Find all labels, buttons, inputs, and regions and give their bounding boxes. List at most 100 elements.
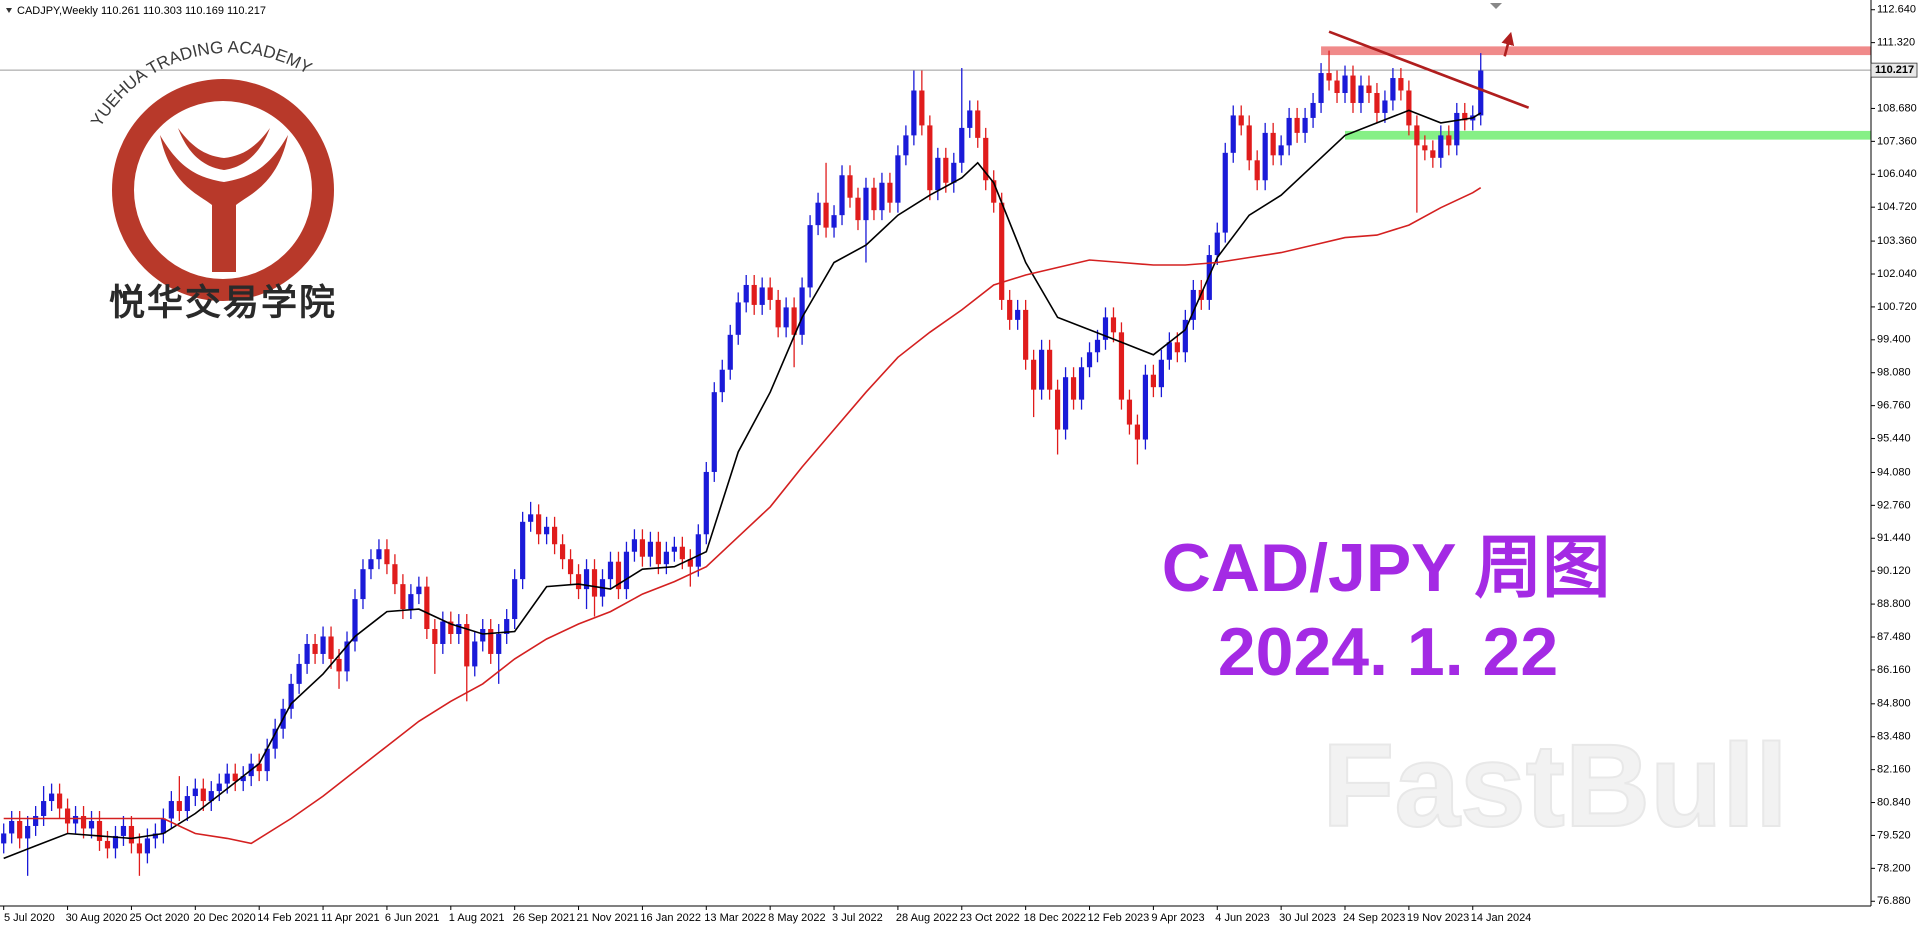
candle-body (528, 514, 534, 522)
candle-body (983, 137, 989, 181)
y-tick-label: 87.480 (1877, 631, 1911, 643)
price-label-box (1870, 62, 1918, 78)
candle-body (919, 90, 925, 126)
x-tick-label: 18 Dec 2022 (1024, 912, 1086, 924)
candle-body (1174, 342, 1180, 353)
candle-body (1150, 374, 1156, 388)
candle-body (1062, 377, 1069, 430)
x-tick-label: 28 Aug 2022 (896, 912, 958, 924)
candle-body (879, 182, 885, 211)
x-tick-label: 23 Oct 2022 (960, 912, 1020, 924)
y-tick-label: 86.160 (1877, 664, 1911, 676)
candle-body (408, 594, 414, 610)
y-tick-label: 98.080 (1877, 367, 1911, 379)
candle-body (1015, 309, 1021, 320)
candle-body (224, 773, 230, 784)
candle-body (967, 110, 973, 128)
candle-body (871, 187, 877, 211)
caption-date: 2024. 1. 22 (1218, 614, 1558, 690)
candle-body (152, 833, 158, 839)
candle-body (488, 629, 494, 654)
candle-body (1134, 424, 1141, 440)
candle-body (567, 559, 574, 575)
candle-body (384, 549, 390, 565)
candle-body (1310, 102, 1316, 118)
candle-body (368, 559, 374, 570)
candle-body (663, 551, 669, 565)
candle-body (1462, 112, 1468, 121)
candle-body (25, 825, 31, 839)
x-tick-label: 5 Jul 2020 (4, 912, 55, 924)
candle-body (1278, 145, 1284, 156)
candle-body (1398, 78, 1404, 91)
candle-body (184, 796, 190, 812)
y-tick-label: 82.160 (1877, 764, 1911, 776)
moving-average (3, 187, 1482, 845)
candle-body (607, 561, 614, 580)
candle-body (1054, 389, 1061, 430)
candle-body (975, 110, 981, 138)
candle-body (208, 791, 214, 802)
logo-mark (178, 128, 270, 170)
candle-body (296, 663, 302, 684)
x-tick-label: 19 Nov 2023 (1407, 912, 1469, 924)
candle-body (1246, 125, 1252, 161)
candle-body (33, 815, 39, 826)
candle-body (504, 619, 510, 635)
candle-body (559, 544, 566, 560)
candle-body (112, 835, 119, 849)
candle-body (847, 175, 853, 198)
candle-body (855, 197, 861, 221)
candle-body (631, 539, 638, 552)
y-tick-label: 83.480 (1877, 731, 1911, 743)
candle-body (360, 569, 366, 600)
candle-body (440, 621, 446, 644)
candle-body (647, 541, 654, 557)
candle-body (615, 561, 622, 590)
candle-body (336, 658, 342, 672)
candle-body (216, 783, 222, 792)
candle-body (1366, 85, 1372, 93)
candle-body (1342, 75, 1348, 93)
y-tick-label: 91.440 (1877, 532, 1911, 544)
y-tick-label: 79.520 (1877, 829, 1911, 841)
y-tick-label: 84.800 (1877, 698, 1911, 710)
candle-body (623, 551, 630, 590)
x-tick-label: 9 Apr 2023 (1151, 912, 1204, 924)
candle-body (839, 175, 845, 216)
candle-body (1390, 78, 1396, 101)
candle-body (727, 334, 733, 370)
symbol: CADJPY,Weekly (17, 5, 98, 17)
candle-body (999, 202, 1005, 300)
price-label: 110.217 (1875, 64, 1914, 76)
x-tick-label: 6 Jun 2021 (385, 912, 439, 924)
candle-body (1270, 132, 1276, 156)
y-tick-label: 107.360 (1877, 135, 1917, 147)
logo-name: 悦华交易学院 (109, 282, 337, 323)
x-tick-label: 13 Mar 2022 (704, 912, 766, 924)
candle-body (232, 773, 238, 782)
x-tick-label: 30 Aug 2020 (66, 912, 128, 924)
candle-body (496, 634, 502, 654)
candle-body (264, 748, 270, 772)
candle-body (895, 155, 901, 203)
candle-body (520, 521, 526, 580)
candle-body (1318, 73, 1324, 103)
candle-body (536, 514, 542, 535)
candle-body (400, 584, 406, 610)
candle-body (288, 683, 294, 709)
x-tick-label: 3 Jul 2022 (832, 912, 883, 924)
y-tick-label: 111.320 (1877, 37, 1915, 49)
plot-front: 110.217 (1, 30, 1918, 876)
candle-body (959, 127, 965, 163)
candle-body (1190, 289, 1196, 320)
x-tick-label: 25 Oct 2020 (129, 912, 189, 924)
candle-body (695, 534, 701, 567)
candle-body (1294, 117, 1300, 133)
candle-body (1350, 75, 1356, 103)
candle-body (823, 202, 829, 228)
y-tick-label: 94.080 (1877, 466, 1911, 478)
y-tick-label: 78.200 (1877, 862, 1911, 874)
candle-body (144, 838, 151, 854)
shift-marker (1490, 3, 1502, 9)
